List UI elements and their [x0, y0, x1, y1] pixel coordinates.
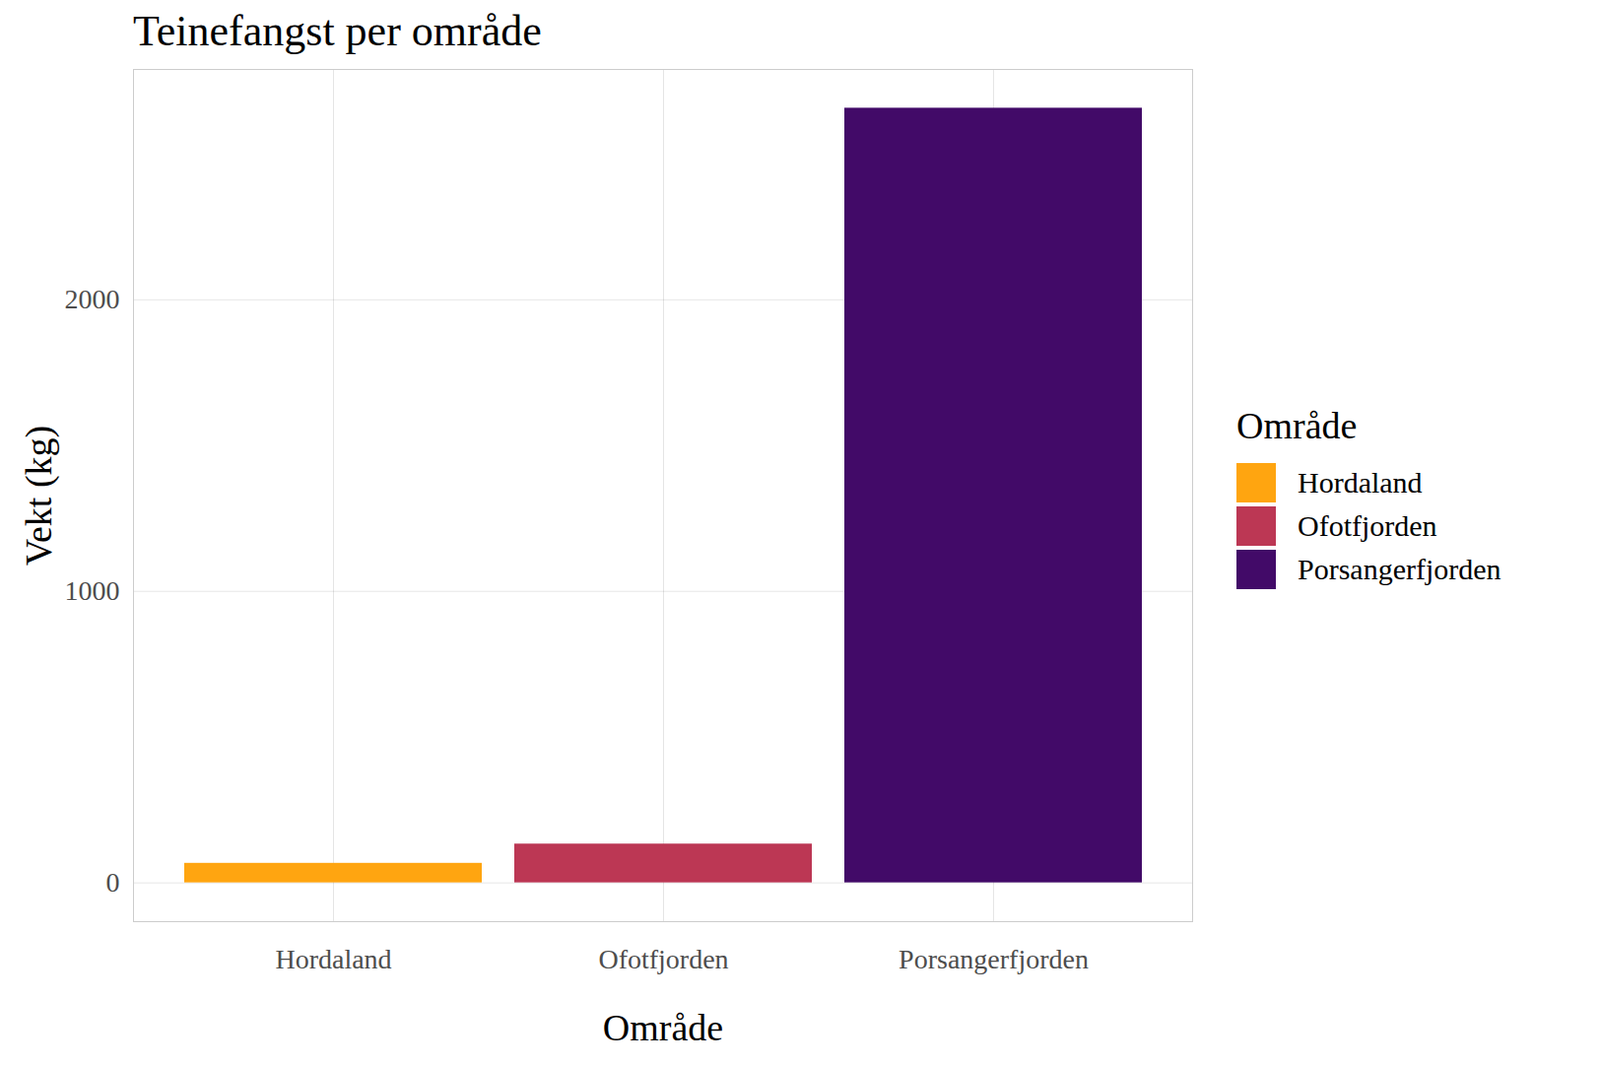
svg-text:Ofotfjorden: Ofotfjorden [598, 943, 729, 975]
svg-text:2000: 2000 [65, 283, 121, 315]
html-text:Hordaland: Hordaland [1297, 466, 1423, 499]
svg-text:Porsangerfjorden: Porsangerfjorden [898, 943, 1089, 975]
html-text:Porsangerfjorden: Porsangerfjorden [1297, 552, 1502, 586]
html-text:Teinefangst per område: Teinefangst per område [133, 6, 542, 56]
html-text:Område: Område [1236, 404, 1358, 447]
svg-text:0: 0 [106, 866, 121, 898]
svg-text:Område: Område [602, 1006, 724, 1049]
html-text:Ofotfjorden: Ofotfjorden [1297, 509, 1438, 542]
svg-text:1000: 1000 [65, 575, 121, 606]
svg-text:Vekt (kg): Vekt (kg) [17, 425, 61, 566]
svg-text:Hordaland: Hordaland [274, 943, 392, 975]
